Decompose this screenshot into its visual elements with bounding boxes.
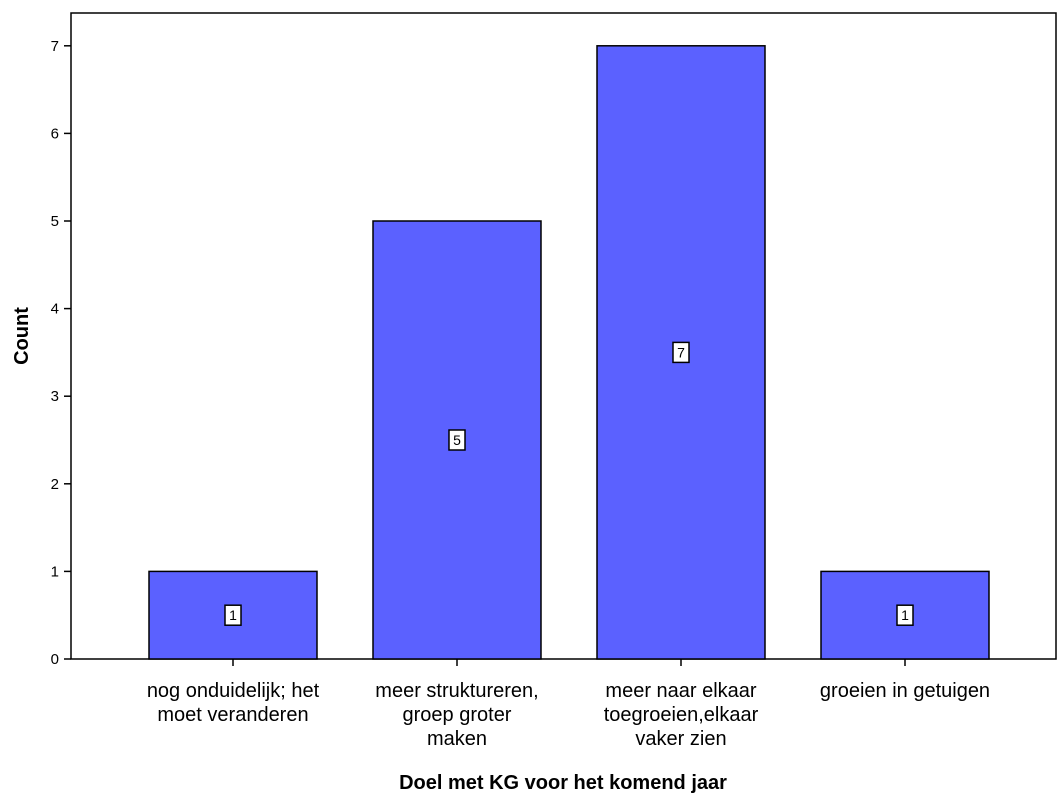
y-tick-label: 2 [51,476,59,493]
data-label: 1 [229,607,237,623]
y-tick-label: 6 [51,125,59,142]
x-tick-label-line: toegroeien,elkaar [604,704,759,726]
y-tick-label: 7 [51,38,59,55]
x-tick-label-line: groep groter [403,704,512,726]
x-tick-label-line: nog onduidelijk; het [147,680,320,702]
x-axis: nog onduidelijk; het moet veranderen meer … [147,659,990,750]
y-tick-label: 4 [51,301,59,318]
x-tick-label: groeien in getuigen [820,680,990,702]
data-label: 7 [677,344,685,360]
x-tick-label-line: moet veranderen [157,704,308,726]
data-label-box [448,429,466,451]
x-tick-label: meer struktureren, groep groter maken [375,680,538,750]
x-tick-label: meer naar elkaar toegroeien,elkaar vaker z… [604,680,759,750]
data-label: 1 [901,607,909,623]
x-tick-label-line: vaker zien [635,728,726,750]
data-label-box [896,604,914,626]
x-tick-label-line: meer struktureren, [375,680,538,702]
y-tick-label: 0 [51,651,59,668]
y-tick-label: 5 [51,213,59,230]
x-tick-label-line: groeien in getuigen [820,680,990,702]
plot-frame [70,12,1057,660]
data-label: 5 [453,432,461,448]
x-axis-title: Doel met KG voor het komend jaar [399,772,727,794]
y-axis: 0 1 2 3 4 5 6 7 [51,38,71,668]
y-tick-label: 3 [51,388,59,405]
data-label-box [672,341,690,364]
x-tick-label-line: maken [427,728,487,750]
data-label-box [224,604,242,626]
x-tick-label: nog onduidelijk; het moet veranderen [147,680,320,726]
x-tick-label-line: meer naar elkaar [605,680,757,702]
y-tick-label: 1 [51,563,59,580]
y-axis-title: Count [11,307,33,365]
